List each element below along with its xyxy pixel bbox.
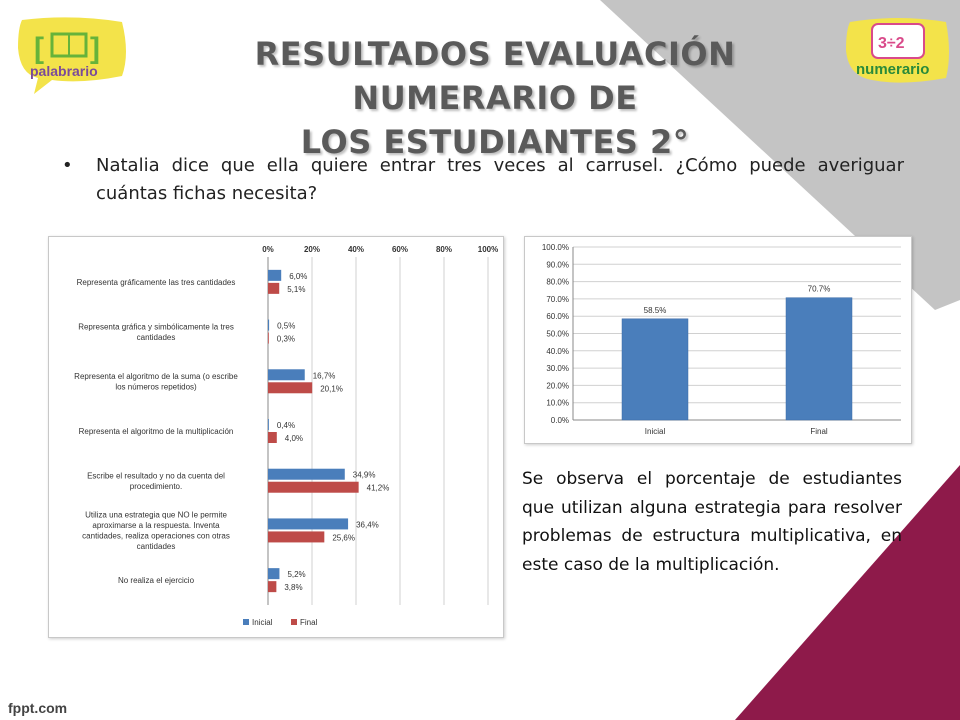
h-legend-label: Final [300, 618, 318, 627]
h-data-label: 25,6% [332, 533, 355, 542]
svg-text:]: ] [90, 32, 100, 65]
h-tick-label: 80% [436, 245, 452, 254]
h-tick-label: 20% [304, 245, 320, 254]
v-tick-label: 20.0% [546, 381, 569, 390]
h-tick-label: 40% [348, 245, 364, 254]
strategy-chart-svg: 0% 20% 40% 60% 80% 100% Representa gráficament… [74, 245, 498, 627]
h-data-label: 16,7% [313, 371, 336, 380]
h-category-label: Representa gráficamente las tres cantida… [77, 278, 236, 287]
overall-chart: 0.0% 10.0% 20.0% 30.0% 40.0% 50.0% 60.0% 70.0% 8… [524, 236, 912, 444]
h-category-label: los números repetidos) [115, 383, 197, 392]
question-bullet: Natalia dice que ella quiere entrar tres… [62, 152, 904, 208]
palabrario-logo-text: palabrario [30, 63, 98, 79]
svg-text:[: [ [34, 32, 44, 65]
h-bar-final [268, 481, 359, 493]
v-tick-label: 30.0% [546, 364, 569, 373]
h-tick-label: 60% [392, 245, 408, 254]
h-data-label: 34,9% [353, 471, 376, 480]
v-tick-label: 0.0% [551, 416, 569, 425]
h-data-label: 36,4% [356, 520, 379, 529]
h-category-label: Representa gráfica y simbólicamente la t… [78, 322, 234, 331]
v-data-label: 70.7% [808, 285, 831, 294]
h-data-label: 5,2% [287, 570, 305, 579]
h-category-label: Utiliza una estrategia que NO le permite [85, 511, 227, 520]
h-bar-inicial [268, 269, 282, 281]
v-bar-final [785, 297, 853, 421]
h-data-label: 0,3% [277, 335, 295, 344]
observation-text: Se observa el porcentaje de estudiantes … [522, 469, 902, 575]
h-category-label: aproximarse a la respuesta. Inventa [92, 521, 220, 530]
v-data-label: 58.5% [644, 306, 667, 315]
strategy-chart: 0% 20% 40% 60% 80% 100% Representa gráficament… [48, 236, 504, 638]
h-bar-inicial [268, 568, 280, 580]
h-legend-label: Inicial [252, 618, 273, 627]
numerario-logo-text: numerario [856, 61, 929, 78]
h-category-label: Escribe el resultado y no da cuenta del [87, 471, 225, 480]
h-legend-swatch [243, 619, 249, 625]
h-bar-final [268, 581, 277, 593]
h-category-label: cantidades, realiza operaciones con otra… [82, 532, 230, 541]
h-data-label: 3,8% [284, 583, 302, 592]
h-bar-inicial [268, 319, 270, 331]
slide-title: RESULTADOS EVALUACIÓN NUMERARIO DE LOS E… [150, 32, 840, 164]
v-tick-label: 70.0% [546, 295, 569, 304]
v-category-label: Inicial [645, 427, 666, 436]
footer-brand: fppt.com [8, 700, 68, 716]
h-bar-inicial [268, 369, 305, 381]
h-category-label: Representa el algoritmo de la multiplica… [79, 427, 234, 436]
h-data-label: 20,1% [320, 384, 343, 393]
v-tick-label: 100.0% [542, 243, 569, 252]
title-line-1: RESULTADOS EVALUACIÓN NUMERARIO DE [254, 35, 736, 117]
h-data-label: 41,2% [367, 484, 390, 493]
v-tick-label: 60.0% [546, 312, 569, 321]
h-bar-final [268, 432, 277, 443]
h-tick-label: 100% [478, 245, 498, 254]
v-bar-inicial [621, 318, 689, 421]
h-category-label: cantidades [137, 333, 176, 342]
h-data-label: 6,0% [289, 272, 307, 281]
h-category-label: Representa el algoritmo de la suma (o es… [74, 372, 238, 381]
h-bar-inicial [268, 419, 269, 430]
magenta-corner-shape [735, 465, 960, 720]
v-category-label: Final [810, 427, 828, 436]
h-bar-final [268, 332, 269, 344]
h-bar-inicial [268, 468, 345, 480]
h-data-label: 0,4% [277, 421, 295, 430]
overall-chart-svg: 0.0% 10.0% 20.0% 30.0% 40.0% 50.0% 60.0% 70.0% 8… [542, 243, 901, 436]
h-legend-swatch [291, 619, 297, 625]
v-tick-label: 40.0% [546, 347, 569, 356]
h-data-label: 0,5% [277, 322, 295, 331]
palabrario-logo: [ ] palabrario [12, 14, 132, 101]
numerario-logo: 3÷2 numerario [842, 14, 954, 101]
h-data-label: 5,1% [287, 285, 305, 294]
v-tick-label: 10.0% [546, 399, 569, 408]
h-bar-final [268, 282, 280, 294]
h-category-label: No realiza el ejercicio [118, 576, 195, 585]
h-bar-final [268, 382, 313, 394]
v-tick-label: 90.0% [546, 260, 569, 269]
v-tick-label: 80.0% [546, 278, 569, 287]
h-data-label: 4,0% [285, 434, 303, 443]
v-tick-label: 50.0% [546, 330, 569, 339]
svg-text:3÷2: 3÷2 [878, 35, 905, 52]
h-category-label: cantidades [137, 542, 176, 551]
h-bar-final [268, 531, 325, 543]
h-tick-label: 0% [262, 245, 274, 254]
h-bar-inicial [268, 518, 349, 530]
h-category-label: procedimiento. [130, 482, 182, 491]
